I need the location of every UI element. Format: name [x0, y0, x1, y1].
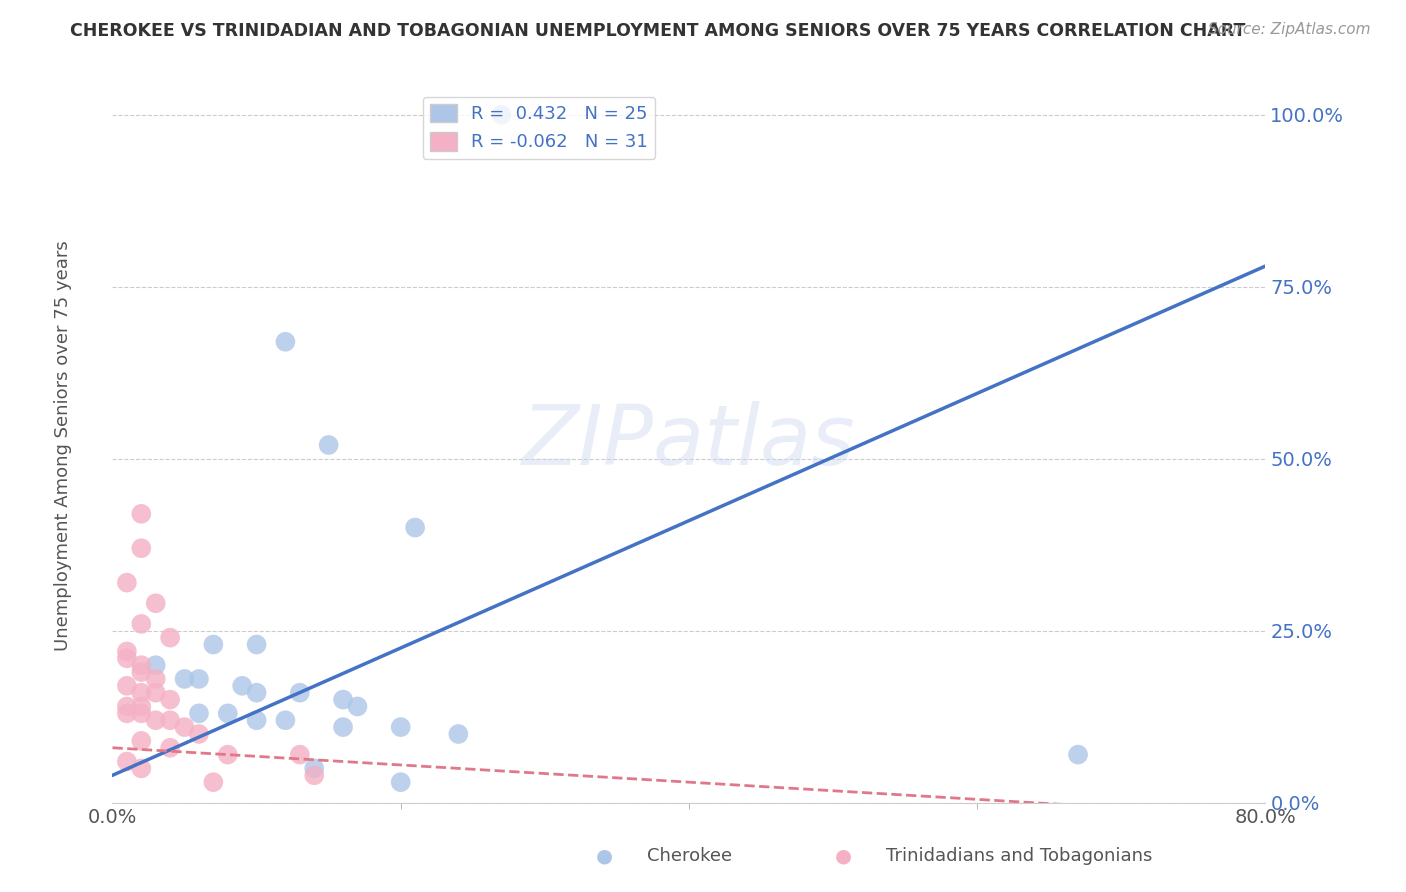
- Point: [129, 665, 153, 679]
- Point: [129, 699, 153, 714]
- Text: Unemployment Among Seniors over 75 years: Unemployment Among Seniors over 75 years: [55, 241, 72, 651]
- Point: [129, 706, 153, 721]
- Point: [115, 699, 138, 714]
- Point: [129, 658, 153, 673]
- Point: [159, 631, 181, 645]
- Point: [246, 638, 269, 652]
- Point: [145, 596, 167, 610]
- Text: ●: ●: [596, 847, 613, 866]
- Point: [159, 740, 181, 755]
- Point: [173, 720, 195, 734]
- Point: [274, 334, 297, 349]
- Point: [288, 686, 311, 700]
- Point: [129, 541, 153, 556]
- Point: [231, 679, 253, 693]
- Point: [1067, 747, 1090, 762]
- Point: [202, 638, 225, 652]
- Point: [202, 775, 225, 789]
- Point: [145, 686, 167, 700]
- Point: [447, 727, 470, 741]
- Point: [115, 706, 138, 721]
- Point: [217, 747, 239, 762]
- Point: [332, 720, 354, 734]
- Point: [129, 507, 153, 521]
- Point: [129, 734, 153, 748]
- Point: [404, 520, 426, 534]
- Point: [115, 679, 138, 693]
- Point: [145, 713, 167, 727]
- Point: [246, 713, 269, 727]
- Point: [129, 686, 153, 700]
- Text: Source: ZipAtlas.com: Source: ZipAtlas.com: [1208, 22, 1371, 37]
- Text: ●: ●: [835, 847, 852, 866]
- Point: [274, 713, 297, 727]
- Text: CHEROKEE VS TRINIDADIAN AND TOBAGONIAN UNEMPLOYMENT AMONG SENIORS OVER 75 YEARS : CHEROKEE VS TRINIDADIAN AND TOBAGONIAN U…: [70, 22, 1246, 40]
- Legend: R =  0.432   N = 25, R = -0.062   N = 31: R = 0.432 N = 25, R = -0.062 N = 31: [423, 96, 655, 159]
- Point: [188, 706, 211, 721]
- Point: [389, 775, 412, 789]
- Point: [115, 755, 138, 769]
- Point: [188, 672, 211, 686]
- Point: [115, 575, 138, 590]
- Point: [173, 672, 195, 686]
- Text: ZIPatlas: ZIPatlas: [522, 401, 856, 482]
- Point: [145, 658, 167, 673]
- Point: [217, 706, 239, 721]
- Point: [304, 761, 326, 775]
- Point: [346, 699, 368, 714]
- Text: Cherokee: Cherokee: [647, 847, 733, 865]
- Point: [129, 616, 153, 631]
- Point: [115, 644, 138, 658]
- Point: [159, 692, 181, 706]
- Point: [389, 720, 412, 734]
- Point: [1312, 108, 1334, 122]
- Point: [145, 672, 167, 686]
- Point: [129, 761, 153, 775]
- Point: [304, 768, 326, 782]
- Point: [188, 727, 211, 741]
- Point: [288, 747, 311, 762]
- Point: [246, 686, 269, 700]
- Point: [318, 438, 340, 452]
- Point: [115, 651, 138, 665]
- Point: [159, 713, 181, 727]
- Text: Trinidadians and Tobagonians: Trinidadians and Tobagonians: [886, 847, 1152, 865]
- Point: [332, 692, 354, 706]
- Point: [491, 108, 513, 122]
